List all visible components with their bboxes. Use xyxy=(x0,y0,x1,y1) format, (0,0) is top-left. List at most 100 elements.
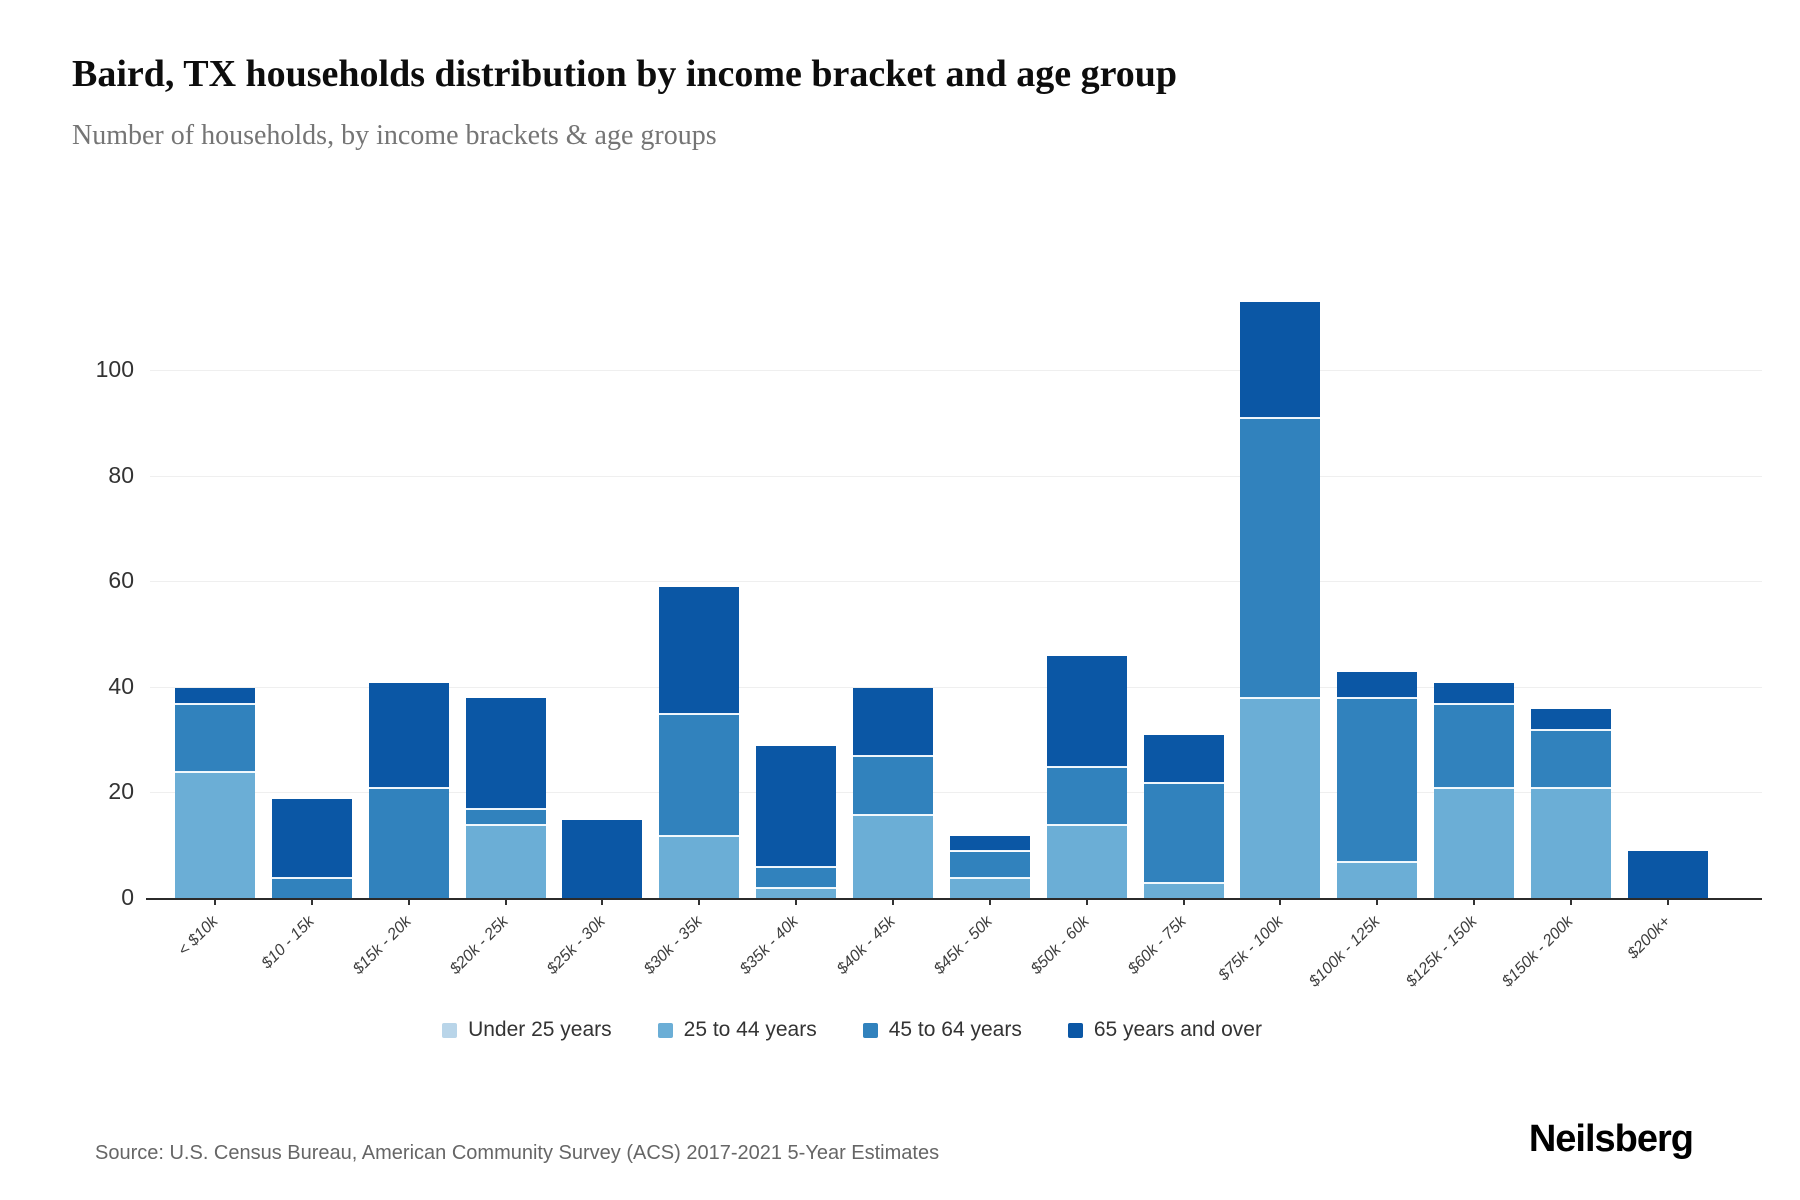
bar-segment[interactable] xyxy=(465,698,546,810)
bar-segment[interactable] xyxy=(659,835,740,899)
gridline-y40 xyxy=(150,686,1762,688)
legend-item[interactable]: 25 to 44 years xyxy=(657,1018,817,1042)
x-axis-tick xyxy=(1473,899,1476,905)
x-axis-tick-label: $20k - 25k xyxy=(446,913,512,978)
segment-separator xyxy=(175,702,255,705)
bar-segment[interactable] xyxy=(1240,302,1321,419)
segment-separator xyxy=(1530,729,1611,732)
bar-segment[interactable] xyxy=(175,687,255,704)
bar-segment[interactable] xyxy=(175,703,255,773)
x-axis-tick-label: $35k - 40k xyxy=(737,913,803,978)
segment-separator xyxy=(756,887,837,890)
bar-segment[interactable] xyxy=(1240,698,1321,899)
bar-segment[interactable] xyxy=(1434,682,1515,704)
x-axis-tick xyxy=(601,899,604,905)
bar-segment[interactable] xyxy=(1530,730,1611,789)
x-axis-tick-label: $100k - 125k xyxy=(1305,913,1384,991)
x-axis-tick xyxy=(407,899,410,905)
segment-separator xyxy=(1530,787,1611,790)
bar-segment[interactable] xyxy=(1046,825,1127,899)
bar-segment[interactable] xyxy=(175,772,255,899)
bar-segment[interactable] xyxy=(1434,788,1515,899)
gridline-y60 xyxy=(150,581,1762,583)
bar-segment[interactable] xyxy=(1046,656,1127,767)
x-axis-tick-label: $15k - 20k xyxy=(349,913,415,978)
y-axis-tick-label: 80 xyxy=(108,461,134,488)
x-axis-tick-label: $60k - 75k xyxy=(1124,913,1190,978)
segment-separator xyxy=(1240,417,1321,420)
y-axis-tick-label: 20 xyxy=(108,778,134,805)
x-axis-tick-label: $125k - 150k xyxy=(1402,913,1481,991)
page-title: Baird, TX households distribution by inc… xyxy=(72,53,1178,95)
segment-separator xyxy=(1337,697,1418,700)
bar-segment[interactable] xyxy=(1143,883,1224,899)
x-axis-tick-label: $10 - 15k xyxy=(258,913,318,973)
bar-segment[interactable] xyxy=(1240,418,1321,699)
legend-item[interactable]: 45 to 64 years xyxy=(862,1018,1022,1042)
bar-segment[interactable] xyxy=(659,714,740,836)
bar-segment[interactable] xyxy=(852,814,933,899)
bar-segment[interactable] xyxy=(756,888,837,899)
segment-separator xyxy=(852,755,933,758)
segment-separator xyxy=(1337,861,1418,864)
bar-segment[interactable] xyxy=(1627,851,1708,899)
bar-segment[interactable] xyxy=(1530,708,1611,731)
bar-segment[interactable] xyxy=(562,819,643,899)
x-axis-tick xyxy=(1279,899,1282,905)
bar-segment[interactable] xyxy=(1337,862,1418,899)
segment-separator xyxy=(659,713,740,716)
bar-segment[interactable] xyxy=(1143,782,1224,884)
bar-segment[interactable] xyxy=(465,809,546,826)
x-axis-line xyxy=(146,898,1762,900)
x-axis-tick xyxy=(1569,899,1572,905)
x-axis-tick-label: $150k - 200k xyxy=(1499,913,1577,991)
x-axis-tick-label: < $10k xyxy=(174,913,222,960)
segment-separator xyxy=(465,808,546,811)
segment-separator xyxy=(1434,702,1515,705)
y-axis-tick-label: 60 xyxy=(108,567,134,594)
source-text: Source: U.S. Census Bureau, American Com… xyxy=(95,1142,940,1164)
segment-separator xyxy=(1434,787,1515,790)
bar-segment[interactable] xyxy=(271,798,352,878)
x-axis-tick xyxy=(988,899,991,905)
legend-item[interactable]: 65 years and over xyxy=(1067,1018,1262,1042)
bar-segment[interactable] xyxy=(949,851,1030,878)
segment-separator xyxy=(852,813,933,816)
bar-segment[interactable] xyxy=(368,682,449,789)
x-axis-tick xyxy=(1376,899,1379,905)
bar-segment[interactable] xyxy=(368,788,449,899)
x-axis-tick-label: $30k - 35k xyxy=(640,913,706,978)
x-axis-tick xyxy=(1085,899,1088,905)
bar-segment[interactable] xyxy=(1434,703,1515,789)
bar-segment[interactable] xyxy=(271,877,352,899)
legend-swatch-icon xyxy=(862,1022,878,1038)
segment-separator xyxy=(659,834,740,837)
bar-segment[interactable] xyxy=(852,687,933,757)
y-axis-tick-label: 40 xyxy=(108,672,134,699)
x-axis-tick xyxy=(310,899,313,905)
legend-item[interactable]: Under 25 years xyxy=(442,1018,612,1042)
x-axis-tick-label: $45k - 50k xyxy=(930,913,996,978)
bar-segment[interactable] xyxy=(949,877,1030,899)
bar-segment[interactable] xyxy=(949,835,1030,852)
bar-segment[interactable] xyxy=(1337,671,1418,699)
bar-segment[interactable] xyxy=(1337,698,1418,863)
segment-separator xyxy=(465,824,546,827)
gridline-y100 xyxy=(150,369,1762,371)
segment-separator xyxy=(1046,824,1127,827)
x-axis-tick xyxy=(891,899,894,905)
bar-segment[interactable] xyxy=(852,756,933,815)
bar-segment[interactable] xyxy=(756,745,837,868)
bar-segment[interactable] xyxy=(465,825,546,899)
chart-legend: Under 25 years 25 to 44 years 45 to 64 yea… xyxy=(0,1010,1752,1050)
x-axis-tick-label: $200k+ xyxy=(1624,913,1674,963)
bar-segment[interactable] xyxy=(756,867,837,889)
segment-separator xyxy=(271,876,352,879)
bar-segment[interactable] xyxy=(1530,788,1611,899)
page-subtitle: Number of households, by income brackets… xyxy=(72,120,717,151)
bar-segment[interactable] xyxy=(1046,767,1127,826)
x-axis-tick-label: $50k - 60k xyxy=(1027,913,1093,978)
segment-separator xyxy=(756,866,837,869)
bar-segment[interactable] xyxy=(1143,735,1224,783)
bar-segment[interactable] xyxy=(659,587,740,715)
